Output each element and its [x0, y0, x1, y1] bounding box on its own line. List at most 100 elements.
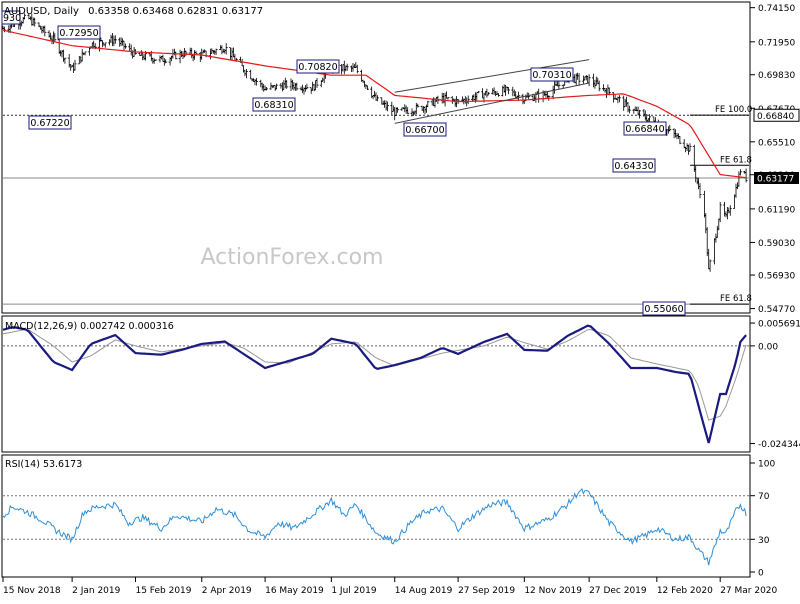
pivot-label-box	[612, 158, 656, 173]
ohlc-bar	[164, 59, 168, 64]
ohlc-bar	[390, 101, 394, 115]
pivot-label: 0.70820	[298, 62, 337, 73]
ohlc-bar	[517, 91, 521, 101]
price-y-tick-label: 0.56930	[758, 272, 795, 282]
rsi-title: RSI(14) 53.6173	[5, 459, 82, 470]
pivot-label: 0.72950	[59, 28, 98, 39]
ohlc-bar	[577, 73, 581, 86]
current-price-label: 0.63177	[757, 174, 794, 184]
current-price-tag	[754, 171, 799, 184]
pivot-label-box	[296, 59, 340, 74]
pivot-label-box	[252, 97, 296, 112]
ohlc-bar	[315, 78, 319, 88]
ohlc-bar	[628, 105, 631, 114]
pivot-label-clipped: 930	[3, 13, 21, 24]
ohlc-bar	[214, 48, 218, 55]
ohlc-bar	[289, 78, 293, 91]
pivot-label: 0.55060	[644, 304, 683, 315]
ohlc-bar	[416, 103, 420, 108]
ohlc-bar	[668, 124, 672, 132]
macd-panel: 0.005691 0.00 -0.024344 MACD(12,26,9) 0.002…	[2, 320, 800, 450]
ohlc-bar	[63, 57, 67, 64]
fe-value-tag	[753, 108, 800, 122]
ohlc-bar	[718, 201, 722, 223]
ohlc-bar	[406, 107, 410, 114]
pivot-label: 0.67220	[30, 118, 69, 129]
price-y-tick-label: 0.59030	[758, 239, 795, 249]
ohlc-bar	[684, 146, 688, 153]
ohlc-bar	[154, 59, 158, 61]
ohlc-bar	[83, 51, 87, 56]
pivot-label-box	[28, 115, 72, 130]
ohlc-bar	[507, 87, 510, 95]
fe-label: FE 61.8	[720, 294, 752, 304]
ohlc-bar	[128, 43, 132, 51]
ohlc-bar	[476, 91, 480, 94]
ohlc-bar	[249, 69, 253, 80]
pivot-label-box	[642, 301, 686, 316]
price-y-tick-label: 0.74150	[758, 4, 795, 14]
ohlc-bar	[244, 69, 248, 79]
ohlc-bar	[224, 43, 228, 55]
macd-panel-frame	[1, 315, 751, 453]
ohlc-bar	[339, 64, 343, 75]
pivot-label-box	[623, 121, 667, 136]
ohlc-bar	[678, 136, 682, 145]
ohlc-bar	[738, 169, 742, 176]
pivot-label-box	[1, 10, 21, 25]
pivot-label: 0.64330	[614, 161, 653, 172]
ohlc-bar	[617, 95, 621, 103]
x-tick-label: 15 Nov 2018	[3, 586, 61, 596]
x-tick-label: 12 Feb 2020	[657, 586, 713, 596]
ohlc-bar	[113, 35, 117, 44]
ohlc-bar	[184, 50, 188, 57]
ohlc-bar	[67, 54, 71, 68]
ohlc-bar	[188, 47, 192, 55]
ohlc-bar	[178, 49, 182, 64]
ohlc-bar	[53, 32, 57, 43]
ohlc-bar	[43, 25, 47, 37]
ohlc-bar	[194, 50, 198, 55]
x-tick-label: 15 Feb 2019	[135, 586, 191, 596]
ema-line	[2, 29, 747, 179]
ohlc-bar	[396, 107, 400, 113]
price-panel: 0.741500.719500.698300.676700.655100.633…	[1, 4, 800, 316]
rsi-y-tick-label: 30	[758, 536, 770, 546]
ohlc-bar	[123, 43, 127, 49]
ohlc-bar	[295, 82, 299, 91]
ohlc-bar	[744, 168, 748, 183]
price-y-tick-label: 0.54770	[758, 305, 795, 315]
fe-value-label: 0.66840	[757, 112, 794, 122]
ohlc-bar	[446, 97, 450, 100]
ohlc-bar	[386, 101, 389, 112]
pivot-label-box	[403, 122, 447, 137]
x-tick-label: 27 Sep 2019	[458, 586, 515, 596]
rsi-panel: 100 70 30 0 RSI(14) 53.6173	[2, 459, 775, 579]
price-y-tick-label: 0.71950	[758, 38, 795, 48]
ohlc-bar	[73, 59, 77, 71]
pivot-label: 0.66700	[405, 125, 444, 136]
ohlc-bar	[355, 64, 359, 74]
pivot-label-box	[530, 67, 574, 82]
macd-y-tick-label: 0.005691	[758, 320, 800, 330]
rsi-y-tick-label: 0	[758, 569, 764, 579]
macd-title: MACD(12,26,9) 0.002742 0.000316	[5, 321, 174, 332]
ohlc-bar	[698, 183, 702, 199]
ohlc-bar	[486, 92, 490, 96]
ohlc-bar	[708, 259, 712, 272]
header-symbol: AUDUSD	[4, 6, 48, 17]
rsi-y-tick-label: 70	[758, 492, 770, 502]
ohlc-bar	[440, 92, 444, 104]
x-tick-label: 14 Aug 2019	[395, 586, 453, 596]
price-panel-frame	[1, 1, 751, 314]
ohlc-bar	[602, 84, 605, 91]
macd-signal-line	[2, 328, 747, 421]
ohlc-bar	[33, 17, 37, 27]
ohlc-bar	[350, 65, 353, 72]
price-y-tick-label: 0.61190	[758, 205, 795, 215]
ohlc-bar	[527, 92, 531, 100]
ohlc-bar	[557, 81, 561, 90]
ohlc-bar	[23, 13, 27, 20]
